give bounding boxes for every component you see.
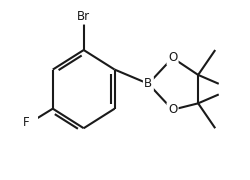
Text: O: O	[168, 51, 177, 64]
Text: Br: Br	[77, 10, 90, 23]
Text: O: O	[168, 103, 177, 116]
Text: B: B	[144, 77, 152, 90]
Text: F: F	[23, 116, 30, 129]
